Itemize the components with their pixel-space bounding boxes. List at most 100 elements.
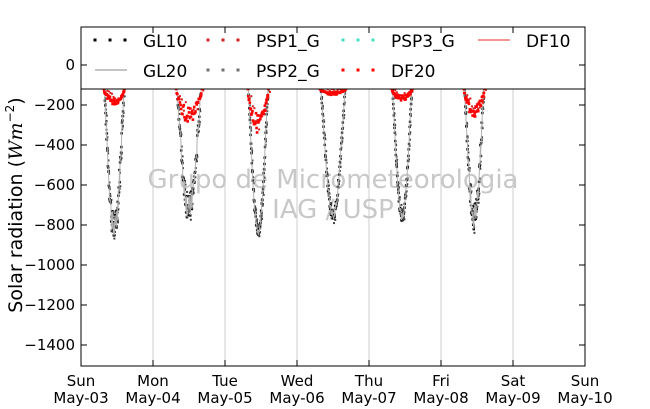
psp2-point — [249, 127, 252, 130]
psp2-point — [118, 187, 121, 190]
df20-point — [200, 92, 203, 95]
df20-point — [406, 94, 410, 98]
psp1-point — [109, 91, 112, 94]
psp2-point — [265, 123, 268, 126]
psp2-point — [106, 146, 109, 149]
psp2-point — [406, 183, 409, 186]
legend-swatch-dot — [356, 38, 360, 42]
psp2-point — [193, 180, 196, 183]
plot-frame — [80, 26, 586, 367]
psp1-point — [190, 113, 193, 116]
psp2-point — [392, 97, 395, 100]
psp2-point — [337, 186, 340, 189]
df20-point — [463, 91, 467, 95]
x-tick-day-label: Wed — [281, 372, 314, 390]
psp2-point — [406, 177, 409, 180]
psp2-point — [184, 183, 187, 186]
psp2-point — [261, 202, 264, 205]
psp2-point — [264, 143, 267, 146]
psp2-point — [472, 204, 475, 207]
df20-point — [464, 98, 468, 102]
psp2-point — [181, 155, 184, 158]
y-axis-label: Solar radiation (Wm−2) — [3, 97, 27, 312]
psp1-point — [192, 108, 195, 111]
psp2-point — [192, 192, 195, 195]
psp1-point — [332, 88, 335, 91]
y-tick-label: −800 — [34, 216, 75, 234]
psp2-point — [122, 104, 125, 107]
df20-point — [246, 95, 250, 98]
df20-point — [472, 110, 475, 113]
psp2-point — [473, 231, 476, 234]
x-tick-day-label: Mon — [137, 372, 169, 390]
psp2-point — [409, 124, 412, 127]
psp1-point — [477, 107, 480, 110]
psp2-point — [263, 168, 266, 171]
df20-point — [482, 94, 485, 98]
df20-point — [195, 103, 199, 106]
psp2-point — [324, 138, 327, 141]
df20-point — [256, 114, 259, 117]
df20-point — [108, 95, 112, 99]
gl20-line — [318, 76, 348, 221]
legend-label: DF20 — [391, 62, 436, 82]
psp2-point — [264, 155, 267, 158]
psp1-point — [112, 95, 115, 98]
psp1-point — [334, 90, 337, 93]
psp2-point — [397, 182, 400, 185]
psp2-point — [478, 177, 481, 180]
psp1-point — [478, 106, 481, 109]
df20-point — [199, 95, 202, 98]
df20-point — [182, 103, 186, 107]
psp2-point — [252, 182, 255, 185]
legend-swatch-dot — [93, 38, 97, 42]
psp1-point — [472, 107, 475, 110]
psp2-point — [328, 184, 331, 187]
psp2-point — [410, 96, 413, 99]
df20-point — [181, 112, 184, 116]
psp2-point — [192, 190, 195, 193]
df20-point — [259, 114, 263, 118]
psp1-point — [256, 119, 259, 122]
psp2-point — [482, 108, 485, 111]
df20-point — [185, 116, 188, 120]
psp2-point — [325, 161, 328, 164]
psp1-point — [251, 105, 254, 108]
df20-point — [190, 109, 194, 113]
df20-point — [328, 90, 332, 94]
psp2-point — [248, 104, 251, 107]
df20-point — [471, 114, 474, 117]
psp2-point — [408, 144, 411, 147]
psp2-point — [122, 112, 125, 115]
df20-point — [478, 99, 482, 103]
psp2-point — [464, 105, 467, 108]
psp1-point — [106, 89, 109, 92]
psp2-point — [409, 114, 412, 117]
df20-point — [404, 97, 408, 101]
psp2-point — [481, 127, 484, 130]
df20-point — [196, 101, 200, 104]
gl20-line — [174, 76, 204, 218]
psp2-point — [250, 129, 253, 132]
psp2-point — [109, 192, 112, 195]
psp2-point — [260, 216, 263, 219]
legend-item-df20: DF20 — [341, 62, 436, 82]
psp2-point — [342, 116, 345, 119]
x-axis: SunMay-03MonMay-04TueMay-05WedMay-06ThuM… — [53, 27, 613, 407]
df20-point — [335, 92, 339, 96]
psp2-point — [254, 205, 257, 208]
x-tick-day-label: Fri — [432, 372, 450, 390]
psp2-point — [264, 140, 267, 143]
psp2-point — [333, 217, 336, 220]
df20-point — [264, 109, 267, 113]
psp2-point — [267, 98, 270, 101]
psp2-point — [477, 201, 480, 204]
gl20-line — [246, 76, 270, 235]
psp2-point — [401, 208, 404, 211]
x-tick-day-label: Sun — [67, 372, 96, 390]
psp2-point — [468, 167, 471, 170]
psp2-point — [178, 112, 181, 115]
df20-point — [475, 103, 479, 106]
df20-point — [409, 92, 412, 96]
psp2-point — [121, 124, 124, 127]
